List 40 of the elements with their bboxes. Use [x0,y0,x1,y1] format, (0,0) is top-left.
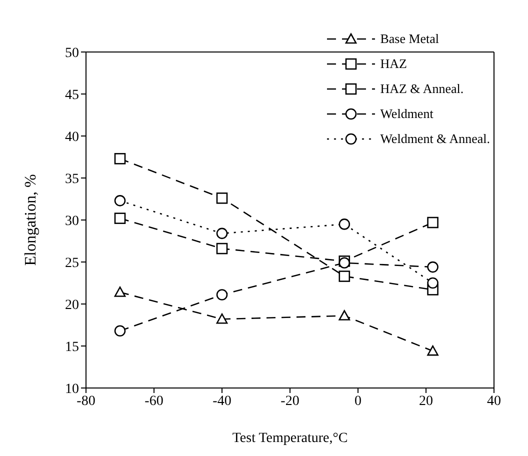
legend-label: Weldment & Anneal. [380,130,490,148]
x-tick-label: 40 [487,394,501,409]
y-tick-label: 50 [65,46,79,61]
point [427,277,438,289]
legend-label: Weldment [380,105,434,123]
x-tick-label: -80 [76,394,96,409]
point [114,195,126,206]
x-tick-label: -20 [280,394,300,409]
y-tick-label: 10 [65,382,79,397]
x-tick-label: -40 [212,394,232,409]
point [114,212,126,224]
y-tick-label: 35 [65,172,79,187]
legend-label: HAZ & Anneal. [380,80,464,98]
legend-label: Base Metal [380,30,440,48]
point [216,289,228,300]
point [338,270,350,282]
point [338,218,350,230]
x-tick-label: -60 [144,394,164,409]
point [216,313,228,324]
point [216,228,228,240]
y-tick-label: 25 [65,256,79,271]
y-tick-label: 15 [65,340,79,355]
point [216,192,228,204]
y-tick-label: 30 [65,214,79,229]
legend-label: HAZ [380,55,407,73]
point [427,261,438,273]
y-tick-label: 40 [65,130,79,145]
x-axis-title: Test Temperature,°C [232,430,348,446]
point [216,242,228,254]
point [114,286,126,297]
point [338,310,350,320]
point [114,325,126,337]
point [427,345,438,356]
point [427,216,438,228]
y-tick-label: 20 [65,298,79,313]
y-tick-label: 45 [65,88,79,103]
x-tick-label: 20 [419,394,433,409]
y-axis-title: Elongation, % [22,174,40,266]
point [114,153,126,164]
x-tick-label: 0 [354,394,362,409]
